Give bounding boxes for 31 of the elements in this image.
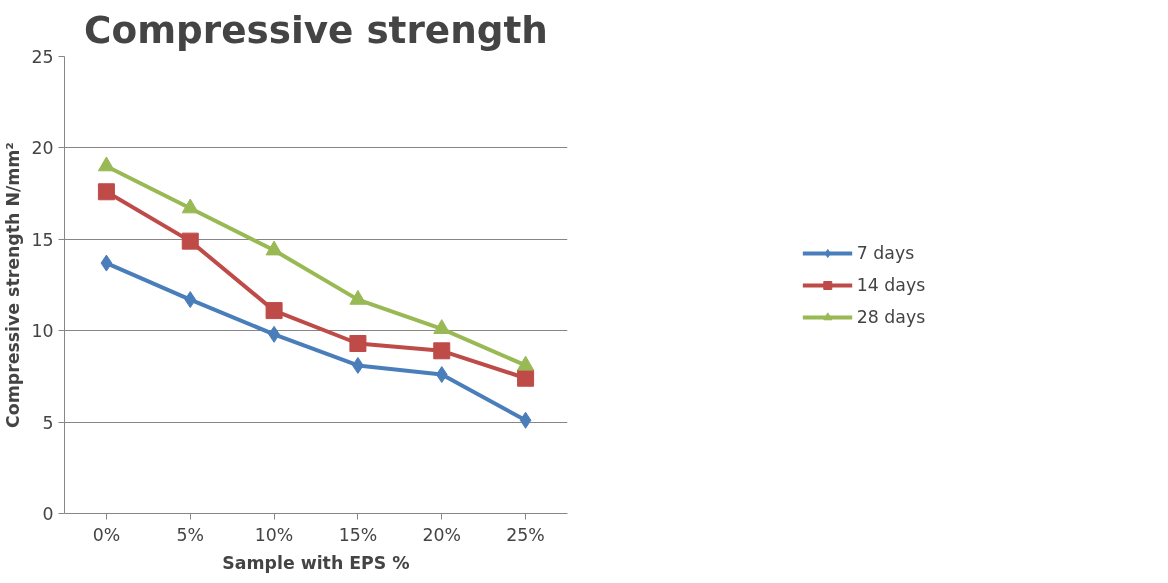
point xyxy=(184,291,197,309)
x-tick-label: 25% xyxy=(506,524,545,545)
legend-label: 14 days xyxy=(856,274,926,295)
chart-title: Compressive strength xyxy=(84,7,548,52)
point xyxy=(97,183,115,201)
point xyxy=(349,335,367,352)
point xyxy=(181,198,199,214)
point xyxy=(433,342,451,360)
point xyxy=(519,411,532,429)
x-tick-label: 15% xyxy=(338,524,378,545)
x-tick-label: 5% xyxy=(176,524,205,545)
x-axis-title: Sample with EPS % xyxy=(222,552,410,573)
y-tick-label: 5 xyxy=(42,412,54,433)
x-tick-label: 20% xyxy=(422,524,462,545)
point xyxy=(181,232,199,250)
legend-label: 28 days xyxy=(856,306,926,327)
y-axis-title: Compressive strength N/mm² xyxy=(3,142,24,428)
y-tick-label: 10 xyxy=(31,321,54,342)
y-tick-label: 20 xyxy=(31,138,54,159)
point xyxy=(100,254,113,272)
point xyxy=(265,240,283,256)
x-tick-label: 0% xyxy=(92,524,121,545)
y-tick-label: 0 xyxy=(42,504,54,524)
x-tick-label: 10% xyxy=(254,524,294,545)
point xyxy=(97,156,115,172)
y-tick-label: 15 xyxy=(31,229,54,250)
y-tick-label: 25 xyxy=(31,47,54,67)
point xyxy=(265,302,283,320)
point xyxy=(517,369,535,387)
legend-label: 7 days xyxy=(856,242,915,263)
point xyxy=(435,366,448,384)
